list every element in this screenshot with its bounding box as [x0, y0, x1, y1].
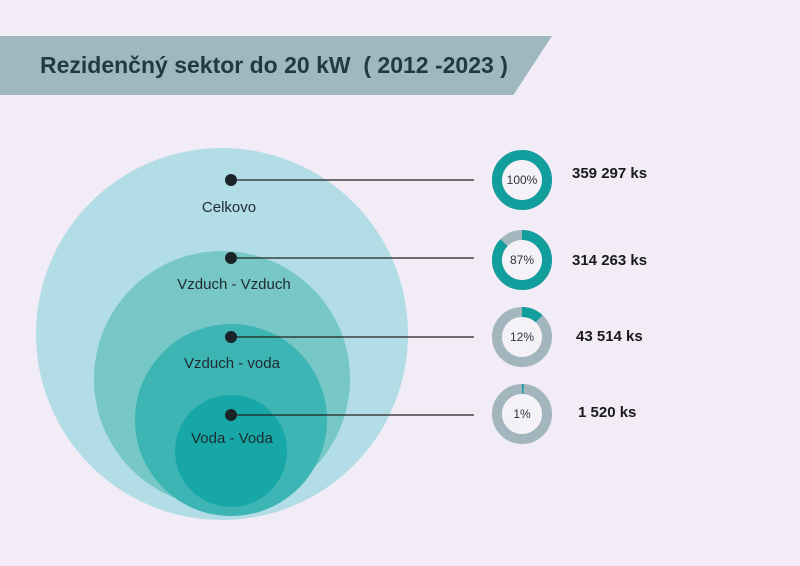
count-label-3: 43 514 ks	[576, 328, 643, 345]
percent-label-1: 100%	[507, 173, 538, 187]
donut-hole-3	[502, 317, 542, 357]
count-label-1: 359 297 ks	[572, 165, 647, 182]
donut-arc-4	[492, 384, 552, 444]
percent-label-2: 87%	[510, 253, 534, 267]
marker-dot-4	[225, 409, 237, 421]
donut-hole-1	[502, 160, 542, 200]
percent-label-4: 1%	[513, 407, 531, 421]
category-label-1: Celkovo	[202, 199, 256, 216]
count-label-2: 314 263 ks	[572, 252, 647, 269]
category-label-2: Vzduch - Vzduch	[177, 276, 290, 293]
chart-title: Rezidenčný sektor do 20 kW ( 2012 -2023 …	[40, 52, 508, 78]
donut-arc-1	[492, 150, 552, 210]
donut-arc-2	[492, 230, 552, 290]
category-label-3: Vzduch - voda	[184, 355, 281, 372]
marker-dot-3	[225, 331, 237, 343]
donut-hole-4	[502, 394, 542, 434]
category-label-4: Voda - Voda	[191, 430, 273, 447]
donut-arc-3	[492, 307, 552, 367]
marker-dot-2	[225, 252, 237, 264]
title-banner	[0, 36, 552, 95]
count-label-4: 1 520 ks	[578, 404, 636, 421]
donut-hole-2	[502, 240, 542, 280]
marker-dot-1	[225, 174, 237, 186]
percent-label-3: 12%	[510, 330, 534, 344]
category-circle-4	[175, 395, 287, 507]
